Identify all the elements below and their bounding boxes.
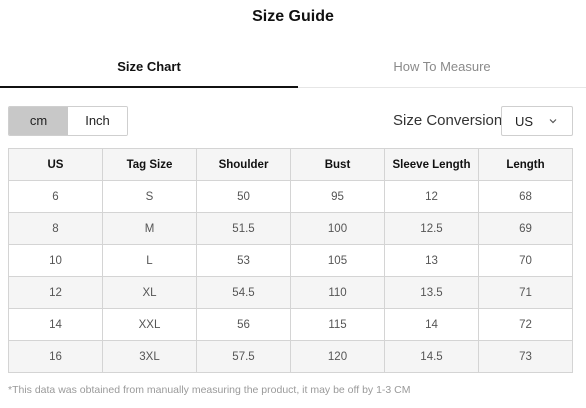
chevron-down-icon [549, 119, 557, 124]
table-cell: L [102, 244, 197, 277]
column-header: Tag Size [102, 148, 197, 181]
table-cell: 69 [478, 212, 573, 245]
table-cell: 10 [8, 244, 103, 277]
unit-inch-button[interactable]: Inch [68, 107, 127, 135]
table-cell: 14.5 [384, 340, 479, 373]
table-cell: 14 [8, 308, 103, 341]
table-row: 6 S 50 95 12 68 [8, 180, 573, 213]
tab-bar: Size Chart How To Measure [0, 50, 586, 88]
table-cell: XXL [102, 308, 197, 341]
unit-toggle: cm Inch [8, 106, 128, 136]
size-table: US Tag Size Shoulder Bust Sleeve Length … [8, 148, 573, 373]
table-cell: 8 [8, 212, 103, 245]
table-cell: 120 [290, 340, 385, 373]
table-cell: 70 [478, 244, 573, 277]
table-cell: 50 [196, 180, 291, 213]
table-cell: 105 [290, 244, 385, 277]
table-cell: 71 [478, 276, 573, 309]
size-conversion-label: Size Conversion [393, 112, 503, 129]
table-row: 14 XXL 56 115 14 72 [8, 308, 573, 341]
table-header-row: US Tag Size Shoulder Bust Sleeve Length … [8, 148, 573, 181]
table-cell: 72 [478, 308, 573, 341]
table-cell: M [102, 212, 197, 245]
table-cell: 12 [384, 180, 479, 213]
table-row: 10 L 53 105 13 70 [8, 244, 573, 277]
table-cell: 56 [196, 308, 291, 341]
table-cell: 14 [384, 308, 479, 341]
size-conversion-value: US [515, 114, 534, 129]
column-header: Length [478, 148, 573, 181]
size-conversion-select[interactable]: US [501, 106, 573, 136]
table-row: 16 3XL 57.5 120 14.5 73 [8, 340, 573, 373]
page-title: Size Guide [252, 8, 334, 25]
tab-how-to-measure[interactable]: How To Measure [393, 59, 491, 74]
table-cell: 73 [478, 340, 573, 373]
table-cell: 13 [384, 244, 479, 277]
column-header: Bust [290, 148, 385, 181]
table-cell: 110 [290, 276, 385, 309]
tab-size-chart[interactable]: Size Chart [0, 50, 298, 88]
table-cell: 3XL [102, 340, 197, 373]
table-cell: 6 [8, 180, 103, 213]
column-header: US [8, 148, 103, 181]
column-header: Sleeve Length [384, 148, 479, 181]
column-header: Shoulder [196, 148, 291, 181]
table-cell: XL [102, 276, 197, 309]
table-cell: 16 [8, 340, 103, 373]
table-cell: 13.5 [384, 276, 479, 309]
table-cell: 12 [8, 276, 103, 309]
table-cell: 57.5 [196, 340, 291, 373]
table-cell: 68 [478, 180, 573, 213]
unit-cm-button[interactable]: cm [9, 107, 68, 135]
table-cell: 95 [290, 180, 385, 213]
table-row: 8 M 51.5 100 12.5 69 [8, 212, 573, 245]
table-cell: 12.5 [384, 212, 479, 245]
table-cell: 54.5 [196, 276, 291, 309]
table-cell: 100 [290, 212, 385, 245]
table-cell: 51.5 [196, 212, 291, 245]
table-cell: S [102, 180, 197, 213]
measurement-disclaimer: *This data was obtained from manually me… [8, 384, 411, 396]
table-cell: 115 [290, 308, 385, 341]
table-row: 12 XL 54.5 110 13.5 71 [8, 276, 573, 309]
table-cell: 53 [196, 244, 291, 277]
